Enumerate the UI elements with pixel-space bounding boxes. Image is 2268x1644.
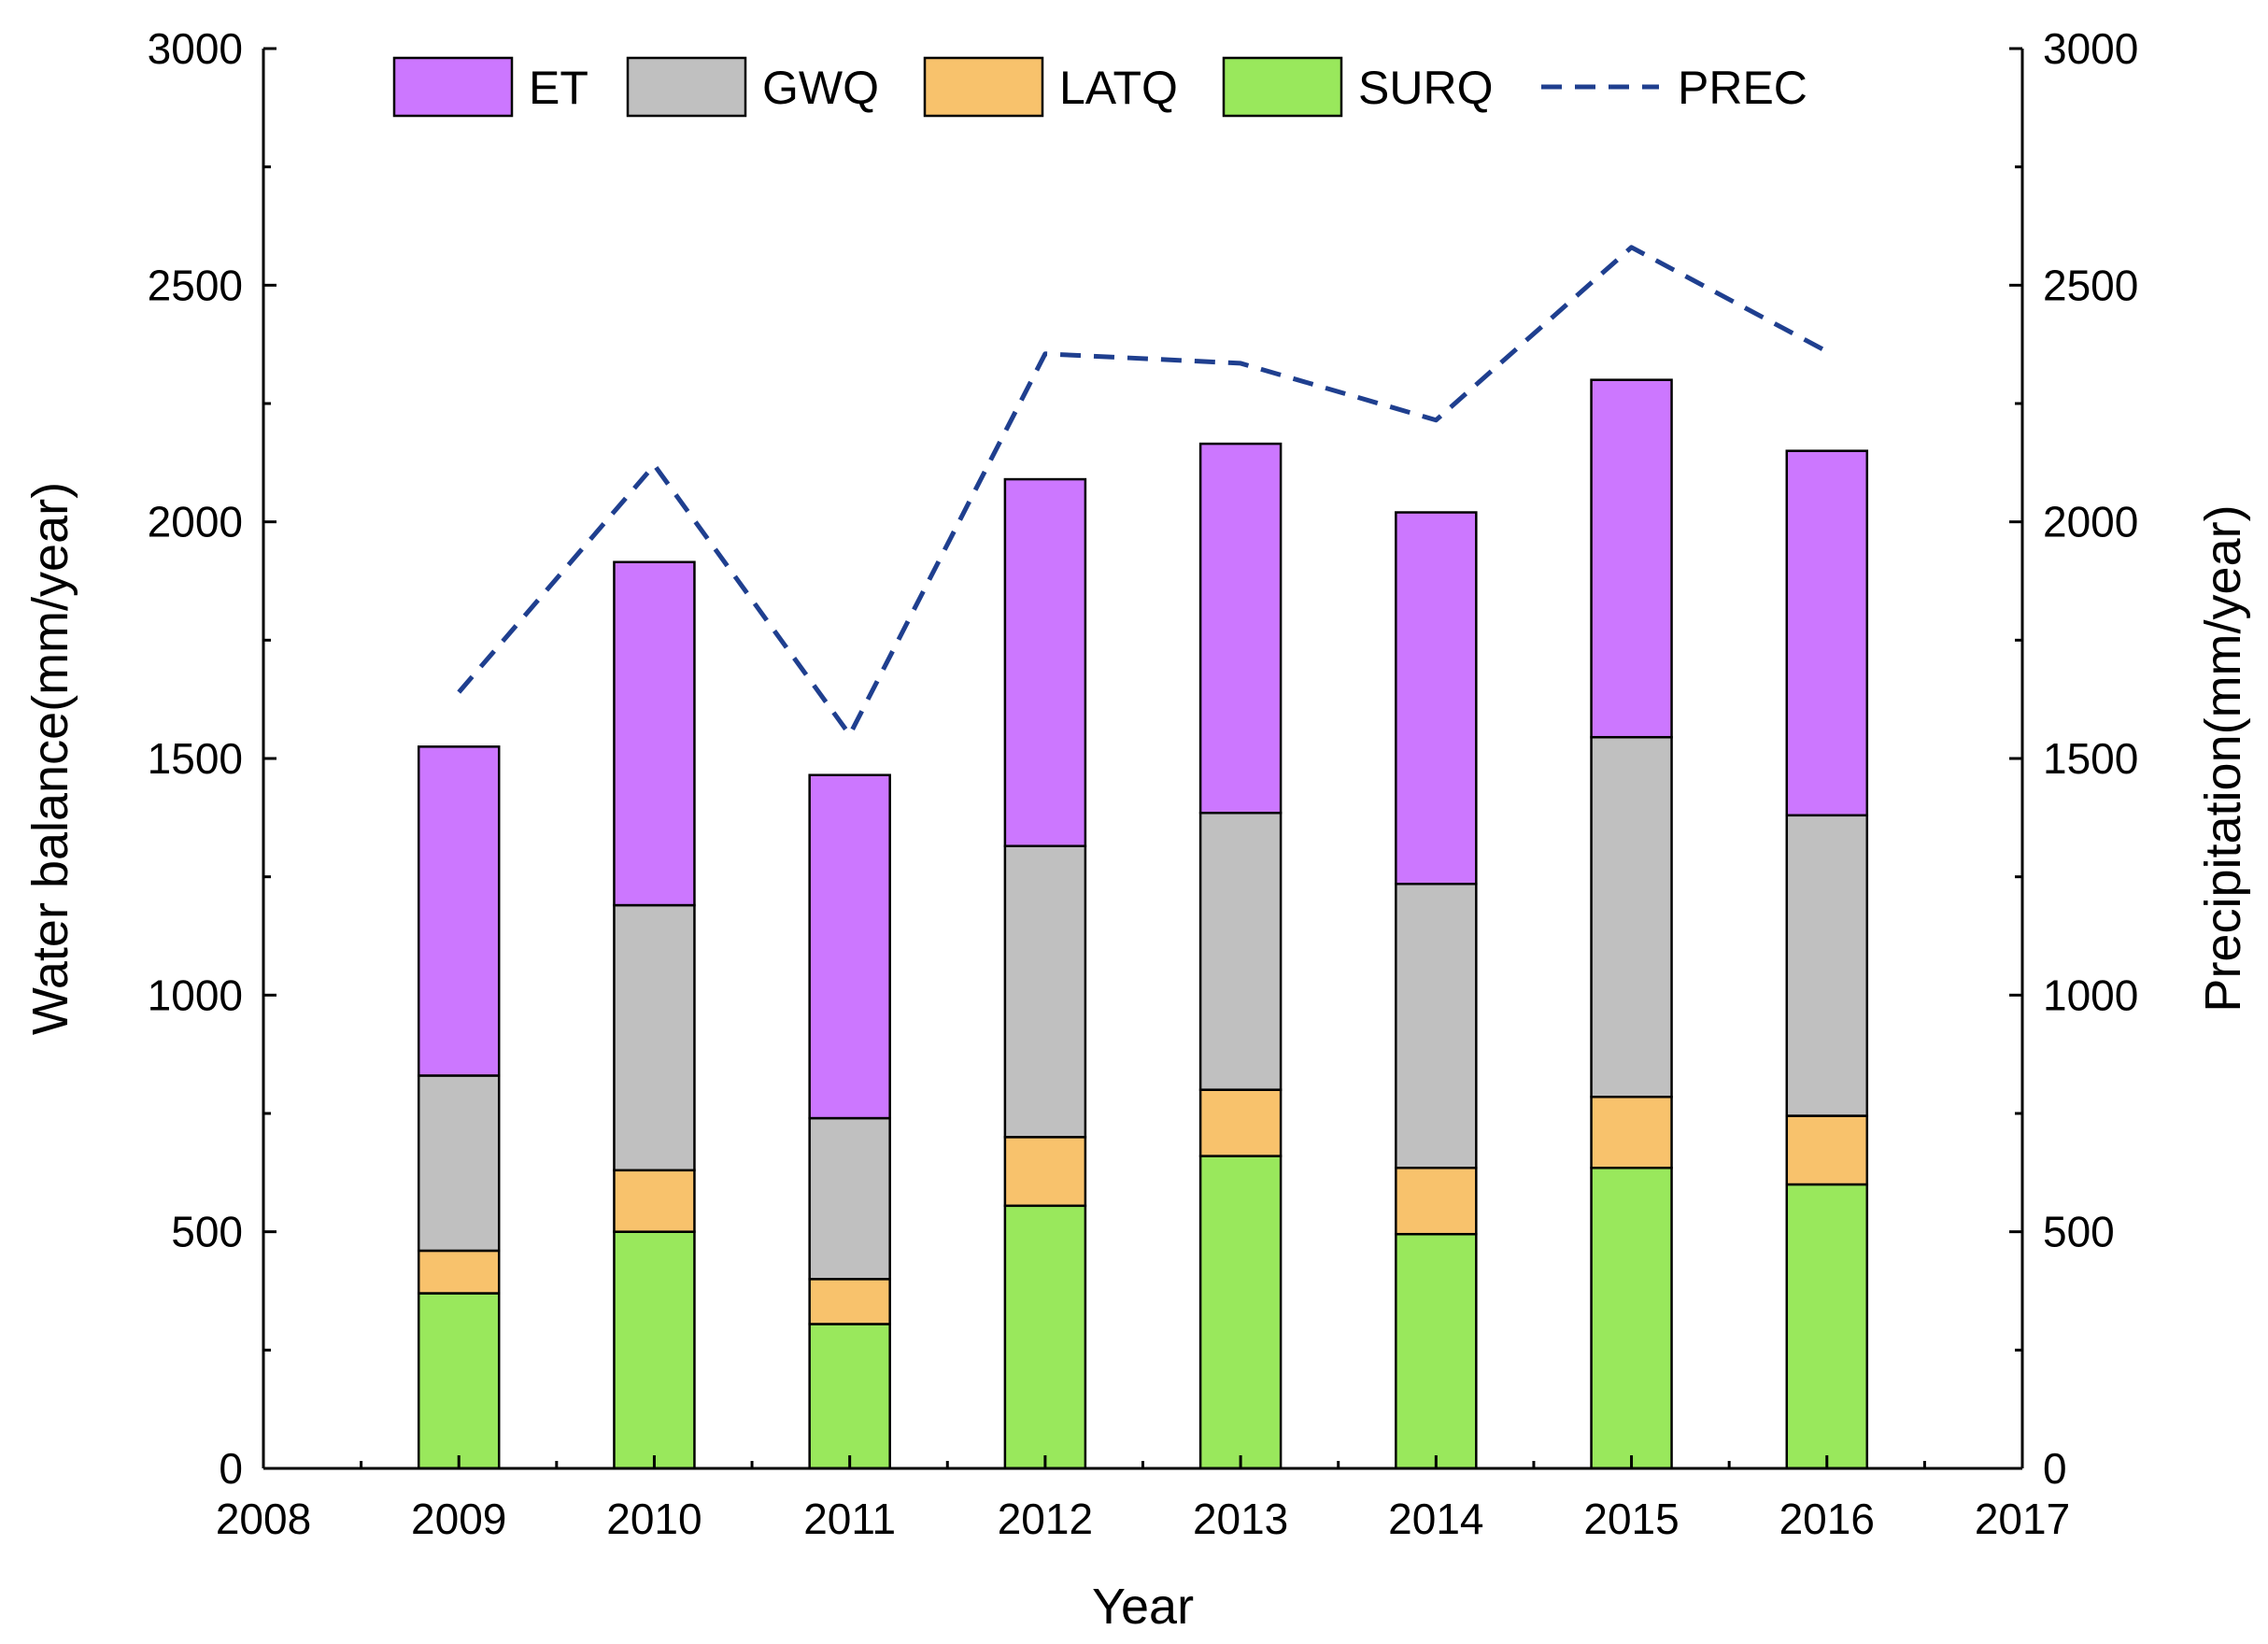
y2-tick-label: 1000: [2043, 971, 2138, 1019]
bar-latq-2016: [1785, 1114, 1869, 1186]
x-tick-label: 2012: [998, 1495, 1093, 1543]
bar-latq-2010: [613, 1169, 696, 1233]
legend-label-prec: PREC: [1678, 62, 1807, 114]
bar-surq-2015: [1590, 1167, 1673, 1470]
bar-et-2015: [1590, 378, 1673, 739]
y2-axis-title: Precipitation(mm/year): [2195, 504, 2251, 1012]
bar-et-2013: [1198, 442, 1283, 815]
bar-surq-2013: [1198, 1155, 1283, 1470]
y-axis-title: Water balance(mm/year): [22, 482, 78, 1035]
legend-swatch-latq: [923, 56, 1044, 118]
legend-swatch-surq: [1222, 56, 1343, 118]
legend-swatch-gwq: [626, 56, 747, 118]
bar-gwq-2011: [808, 1116, 891, 1281]
y2-tick-label: 0: [2043, 1444, 2067, 1493]
bar-gwq-2009: [417, 1074, 501, 1253]
bar-latq-2011: [808, 1278, 891, 1325]
x-tick-label: 2011: [803, 1495, 896, 1543]
y2-tick-label: 2000: [2043, 498, 2138, 546]
precipitation-line-layer: [457, 245, 1828, 738]
bar-gwq-2012: [1003, 844, 1087, 1139]
y-tick-label: 0: [219, 1444, 243, 1493]
bar-gwq-2013: [1198, 812, 1283, 1091]
legend-label-gwq: GWQ: [762, 62, 879, 114]
axes-layer: 0 0 500 500 1000 1000 1500 1500 2000 2000 2500 2500…: [148, 24, 2139, 1543]
bar-et-2011: [808, 773, 891, 1120]
x-tick-label: 2009: [411, 1495, 506, 1543]
legend-label-latq: LATQ: [1059, 62, 1178, 114]
x-tick-label: 2010: [606, 1495, 702, 1543]
bar-latq-2015: [1590, 1096, 1673, 1169]
legend-label-et: ET: [529, 62, 588, 114]
bar-surq-2010: [613, 1230, 696, 1470]
bar-et-2009: [417, 745, 501, 1077]
bar-surq-2009: [417, 1292, 501, 1470]
y2-tick-label: 500: [2043, 1208, 2115, 1256]
bar-et-2016: [1785, 449, 1869, 817]
prec-line: [457, 245, 1828, 738]
bar-surq-2014: [1395, 1232, 1478, 1470]
bar-gwq-2014: [1395, 883, 1478, 1169]
x-tick-label: 2008: [216, 1495, 311, 1543]
bar-et-2012: [1003, 477, 1087, 847]
x-tick-label: 2016: [1779, 1495, 1875, 1543]
bar-surq-2012: [1003, 1204, 1087, 1470]
y2-tick-label: 1500: [2043, 734, 2138, 783]
y-tick-label: 1500: [148, 734, 243, 783]
legend-label-surq: SURQ: [1358, 62, 1493, 114]
bar-et-2014: [1395, 511, 1478, 886]
bar-surq-2011: [808, 1323, 891, 1470]
y-tick-label: 2000: [148, 498, 243, 546]
bar-gwq-2016: [1785, 814, 1869, 1117]
bar-surq-2016: [1785, 1183, 1869, 1470]
x-tick-label: 2013: [1193, 1495, 1288, 1543]
y2-tick-label: 3000: [2043, 24, 2138, 73]
y-tick-label: 500: [171, 1208, 243, 1256]
bar-gwq-2010: [613, 903, 696, 1172]
bars-layer: [417, 378, 1869, 1470]
legend: ET GWQ LATQ SURQ PREC: [392, 56, 1807, 118]
x-axis-title: Year: [1092, 1579, 1194, 1635]
y-tick-label: 3000: [148, 24, 243, 73]
bar-latq-2013: [1198, 1088, 1283, 1157]
bar-latq-2009: [417, 1249, 501, 1295]
bar-latq-2014: [1395, 1167, 1478, 1236]
x-tick-label: 2015: [1583, 1495, 1679, 1543]
y-tick-label: 2500: [148, 261, 243, 309]
y2-tick-label: 2500: [2043, 261, 2138, 309]
bar-gwq-2015: [1590, 735, 1673, 1098]
x-tick-label: 2014: [1388, 1495, 1483, 1543]
y-tick-label: 1000: [148, 971, 243, 1019]
x-tick-label: 2017: [1975, 1495, 2070, 1543]
bar-et-2010: [613, 560, 696, 907]
bar-latq-2012: [1003, 1136, 1087, 1208]
legend-swatch-et: [392, 56, 514, 118]
